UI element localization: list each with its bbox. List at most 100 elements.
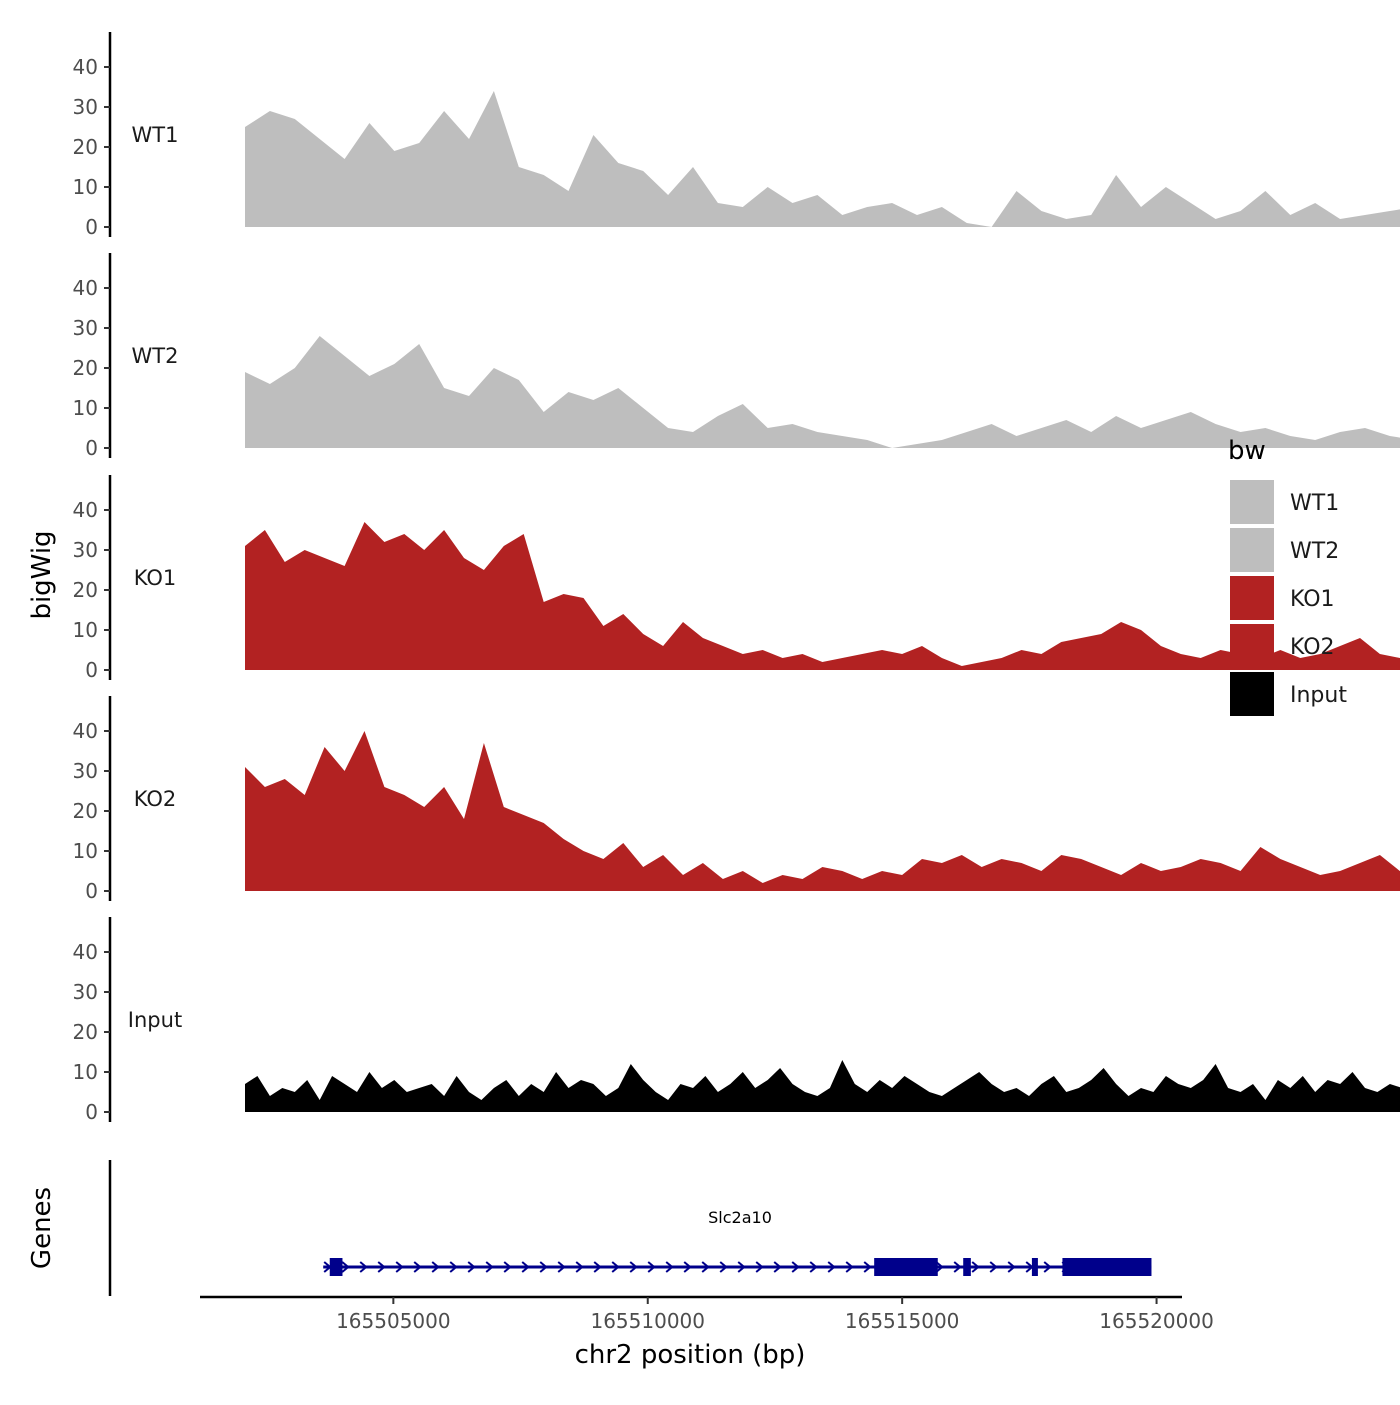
strand-arrow bbox=[953, 1261, 962, 1273]
track-input: 0 10 20 30 40 Input bbox=[73, 917, 1400, 1124]
y-tick-label: 10 bbox=[73, 1060, 98, 1084]
strand-arrow bbox=[539, 1261, 548, 1273]
gene-exon bbox=[963, 1258, 971, 1276]
legend: bw WT1 WT2 KO1 KO2 Input bbox=[1228, 436, 1347, 716]
signal-area-wt2 bbox=[245, 336, 1400, 448]
strand-arrow bbox=[737, 1261, 746, 1273]
strand-arrow bbox=[683, 1261, 692, 1273]
y-axis-title: bigWig bbox=[27, 530, 57, 619]
x-tick-label: 165505000 bbox=[336, 1309, 451, 1333]
strand-arrow bbox=[341, 1261, 350, 1273]
y-tick-label: 20 bbox=[73, 1020, 98, 1044]
legend-items: WT1 WT2 KO1 KO2 Input bbox=[1230, 480, 1347, 716]
strand-arrow bbox=[413, 1261, 422, 1273]
legend-label: Input bbox=[1290, 683, 1347, 708]
legend-swatch-ko1 bbox=[1230, 576, 1274, 620]
y-tick-label: 10 bbox=[73, 396, 98, 420]
track-label: KO2 bbox=[134, 787, 177, 811]
strand-arrow bbox=[647, 1261, 656, 1273]
strand-arrow bbox=[845, 1261, 854, 1273]
strand-arrow bbox=[431, 1261, 440, 1273]
strand-arrow bbox=[791, 1261, 800, 1273]
strand-arrow bbox=[1007, 1261, 1016, 1273]
strand-arrow bbox=[755, 1261, 764, 1273]
legend-swatch-wt1 bbox=[1230, 480, 1274, 524]
track-label: WT1 bbox=[132, 123, 179, 147]
legend-label: WT1 bbox=[1290, 491, 1339, 516]
track-label: KO1 bbox=[134, 566, 177, 590]
gene-model bbox=[323, 1258, 1152, 1276]
signal-area-ko1 bbox=[245, 522, 1400, 670]
y-tick-label: 40 bbox=[73, 498, 98, 522]
y-tick-label: 40 bbox=[73, 719, 98, 743]
legend-swatch-input bbox=[1230, 672, 1274, 716]
strand-arrow bbox=[809, 1261, 818, 1273]
strand-arrow bbox=[701, 1261, 710, 1273]
legend-swatch-wt2 bbox=[1230, 528, 1274, 572]
y-tick-label: 0 bbox=[85, 1100, 98, 1124]
y-tick-label: 40 bbox=[73, 940, 98, 964]
strand-arrow bbox=[971, 1261, 980, 1273]
y-tick-label: 30 bbox=[73, 980, 98, 1004]
y-tick-label: 40 bbox=[73, 276, 98, 300]
strand-arrow bbox=[467, 1261, 476, 1273]
strand-arrow bbox=[665, 1261, 674, 1273]
strand-arrow bbox=[611, 1261, 620, 1273]
x-tick-label: 165510000 bbox=[590, 1309, 705, 1333]
strand-arrow bbox=[377, 1261, 386, 1273]
x-tick-label: 165520000 bbox=[1099, 1309, 1214, 1333]
track-wt1: 0 10 20 30 40 WT1 bbox=[73, 32, 1400, 239]
y-tick-label: 0 bbox=[85, 879, 98, 903]
strand-arrow bbox=[935, 1261, 944, 1273]
strand-arrow bbox=[629, 1261, 638, 1273]
legend-label: KO1 bbox=[1290, 587, 1335, 612]
track-ko2: 0 10 20 30 40 KO2 bbox=[73, 696, 1400, 903]
gene-exon bbox=[1062, 1258, 1152, 1276]
gene-track-title: Genes bbox=[27, 1187, 57, 1269]
y-tick-label: 30 bbox=[73, 95, 98, 119]
strand-arrow bbox=[557, 1261, 566, 1273]
strand-arrow bbox=[395, 1261, 404, 1273]
gene-exon bbox=[329, 1258, 343, 1276]
y-tick-label: 10 bbox=[73, 175, 98, 199]
y-tick-label: 0 bbox=[85, 436, 98, 460]
legend-label: WT2 bbox=[1290, 539, 1339, 564]
legend-label: KO2 bbox=[1290, 635, 1335, 660]
y-tick-label: 30 bbox=[73, 316, 98, 340]
strand-arrow bbox=[449, 1261, 458, 1273]
gene-exon bbox=[1031, 1258, 1038, 1276]
strand-arrow bbox=[503, 1261, 512, 1273]
y-tick-label: 20 bbox=[73, 356, 98, 380]
strand-arrow bbox=[593, 1261, 602, 1273]
track-label: Input bbox=[128, 1008, 182, 1032]
y-tick-label: 10 bbox=[73, 618, 98, 642]
y-tick-label: 0 bbox=[85, 658, 98, 682]
strand-arrow bbox=[863, 1261, 872, 1273]
strand-arrow bbox=[719, 1261, 728, 1273]
legend-swatch-ko2 bbox=[1230, 624, 1274, 668]
track-ko1: 0 10 20 30 40 KO1 bbox=[73, 475, 1400, 682]
gene-name-label: Slc2a10 bbox=[708, 1208, 772, 1227]
strand-arrow bbox=[359, 1261, 368, 1273]
strand-arrow bbox=[575, 1261, 584, 1273]
signal-area-ko2 bbox=[245, 731, 1400, 891]
gene-track: Genes Slc2a10 bbox=[27, 1160, 1152, 1296]
strand-arrow bbox=[485, 1261, 494, 1273]
y-tick-label: 0 bbox=[85, 215, 98, 239]
signal-area-wt1 bbox=[245, 91, 1400, 227]
y-tick-label: 40 bbox=[73, 55, 98, 79]
legend-title: bw bbox=[1228, 436, 1266, 466]
y-tick-label: 30 bbox=[73, 759, 98, 783]
strand-arrow bbox=[989, 1261, 998, 1273]
strand-arrow bbox=[773, 1261, 782, 1273]
y-tick-label: 10 bbox=[73, 839, 98, 863]
gene-exon bbox=[874, 1258, 938, 1276]
track-wt2: 0 10 20 30 40 WT2 bbox=[73, 253, 1400, 460]
y-tick-label: 20 bbox=[73, 578, 98, 602]
x-axis-title: chr2 position (bp) bbox=[575, 1340, 806, 1370]
x-tick-label: 165515000 bbox=[845, 1309, 960, 1333]
strand-arrow bbox=[827, 1261, 836, 1273]
y-tick-label: 20 bbox=[73, 799, 98, 823]
